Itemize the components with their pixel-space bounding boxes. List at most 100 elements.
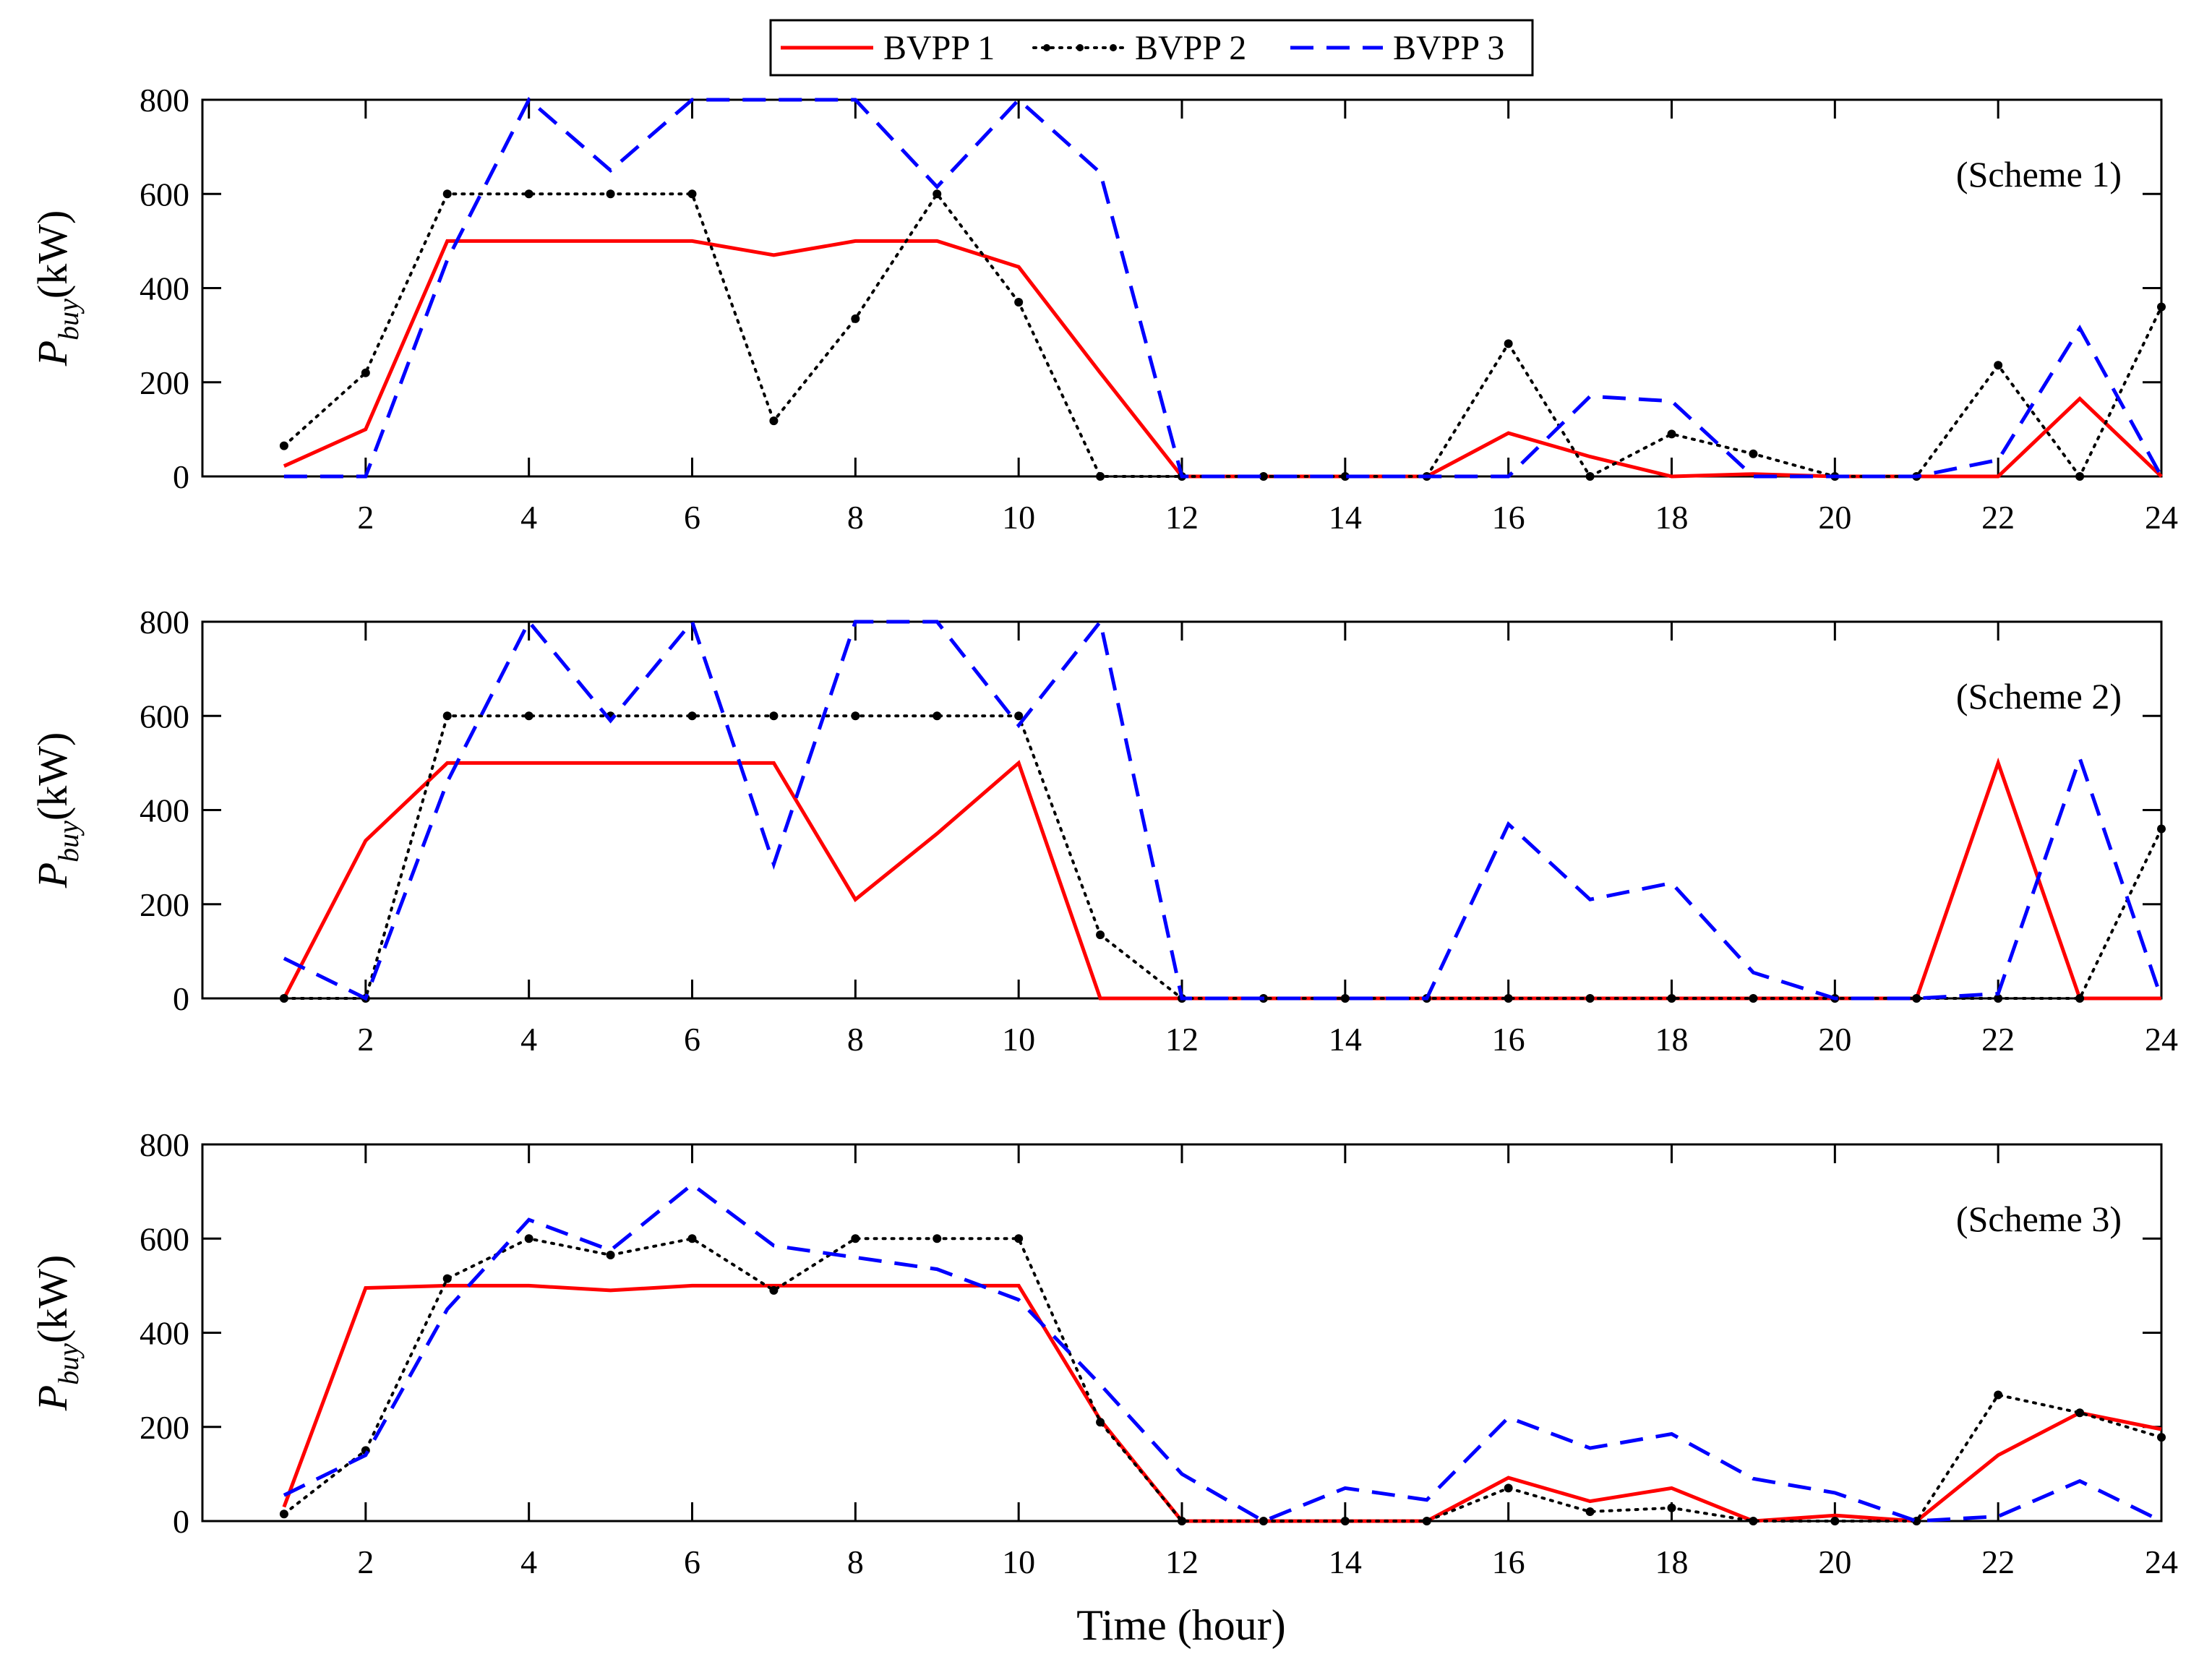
data-point-bvpp-2 — [933, 189, 942, 199]
data-point-bvpp-2 — [769, 1285, 779, 1295]
data-point-bvpp-2 — [1504, 339, 1513, 348]
scheme-label: (Scheme 2) — [1956, 676, 2122, 716]
data-point-bvpp-2 — [687, 189, 697, 199]
series-line-bvpp-2 — [282, 1237, 2163, 1523]
x-axis-label: Time (hour) — [1076, 1601, 1285, 1649]
series-line-bvpp-1 — [282, 1283, 2162, 1523]
x-tick-label: 2 — [357, 499, 374, 536]
data-point-bvpp-2 — [279, 441, 288, 450]
y-tick-label: 0 — [173, 1503, 189, 1540]
series-line-bvpp-1 — [283, 239, 2163, 479]
y-tick-label: 200 — [140, 364, 189, 401]
y-tick-label: 800 — [140, 604, 189, 641]
data-point-bvpp-2 — [524, 189, 533, 199]
x-tick-label: 6 — [684, 1543, 700, 1580]
legend-marker-bvpp-2 — [1043, 44, 1050, 51]
x-tick-label: 10 — [1002, 499, 1035, 536]
x-tick-label: 4 — [520, 499, 537, 536]
x-tick-label: 18 — [1655, 499, 1689, 536]
legend-label-bvpp-1: BVPP 1 — [883, 29, 995, 67]
legend-box — [769, 19, 1534, 77]
data-point-bvpp-2 — [1749, 449, 1758, 458]
x-tick-label: 14 — [1329, 1021, 1362, 1058]
data-point-bvpp-2 — [1340, 994, 1350, 1003]
data-point-bvpp-2 — [1259, 472, 1268, 481]
y-tick-label: 200 — [140, 1409, 189, 1446]
data-point-bvpp-2 — [279, 994, 288, 1003]
data-point-bvpp-2 — [606, 189, 615, 199]
x-tick-label: 20 — [1818, 1543, 1851, 1580]
x-tick-label: 10 — [1002, 1021, 1035, 1058]
y-tick-label: 400 — [140, 792, 189, 829]
legend-label-bvpp-2: BVPP 2 — [1135, 29, 1246, 67]
data-point-bvpp-2 — [2075, 994, 2085, 1003]
data-point-bvpp-2 — [1667, 1503, 1676, 1512]
data-point-bvpp-2 — [769, 416, 779, 426]
legend-marker-bvpp-2 — [1076, 44, 1084, 51]
data-point-bvpp-2 — [1912, 994, 1921, 1003]
data-point-bvpp-2 — [1585, 1507, 1595, 1516]
data-point-bvpp-2 — [442, 711, 452, 721]
y-tick-label: 600 — [140, 698, 189, 735]
data-point-bvpp-2 — [1178, 1517, 1186, 1525]
y-tick-label: 0 — [173, 458, 189, 495]
data-point-bvpp-2 — [1994, 1390, 2003, 1400]
x-tick-label: 20 — [1818, 499, 1851, 536]
data-point-bvpp-2 — [1340, 472, 1350, 481]
data-point-bvpp-2 — [1749, 1517, 1758, 1525]
y-axis-label: Pbuy(kW) — [29, 732, 85, 889]
y-tick-label: 0 — [173, 980, 189, 1017]
x-tick-label: 22 — [1981, 1021, 2015, 1058]
series-line-bvpp-2 — [282, 714, 2163, 1000]
data-point-bvpp-2 — [851, 711, 860, 721]
series-line-bvpp-3 — [283, 617, 2164, 1001]
x-tick-label: 2 — [357, 1543, 374, 1580]
x-tick-label: 24 — [2145, 499, 2178, 536]
data-point-bvpp-2 — [1096, 1418, 1105, 1427]
data-point-bvpp-2 — [442, 189, 452, 199]
y-axis-label: Pbuy(kW) — [29, 210, 85, 367]
data-point-bvpp-2 — [1504, 994, 1513, 1003]
y-tick-label: 400 — [140, 270, 189, 307]
x-tick-label: 6 — [684, 1021, 700, 1058]
data-point-bvpp-2 — [687, 711, 697, 721]
x-tick-label: 16 — [1492, 1543, 1525, 1580]
data-point-bvpp-2 — [851, 1234, 860, 1243]
panel-frame — [201, 98, 2163, 478]
y-tick-label: 800 — [140, 1126, 189, 1163]
legend-marker-bvpp-2 — [1110, 44, 1117, 51]
data-point-bvpp-2 — [1096, 472, 1105, 481]
data-point-bvpp-2 — [2075, 472, 2085, 481]
data-point-bvpp-2 — [361, 368, 370, 377]
data-point-bvpp-2 — [1096, 930, 1105, 940]
data-point-bvpp-2 — [1585, 994, 1595, 1003]
x-tick-label: 8 — [847, 1543, 864, 1580]
data-point-bvpp-2 — [2157, 1433, 2166, 1442]
data-point-bvpp-2 — [1830, 1517, 1840, 1525]
data-point-bvpp-2 — [1340, 1517, 1350, 1525]
x-tick-label: 10 — [1002, 1543, 1035, 1580]
x-tick-label: 24 — [2145, 1021, 2178, 1058]
x-tick-label: 18 — [1655, 1021, 1689, 1058]
x-tick-label: 12 — [1165, 499, 1199, 536]
panel-frame — [201, 620, 2163, 1000]
x-tick-label: 4 — [520, 1543, 537, 1580]
data-point-bvpp-2 — [769, 711, 779, 721]
y-axis-label: Pbuy(kW) — [29, 1255, 85, 1412]
y-tick-label: 600 — [140, 176, 189, 213]
x-tick-label: 8 — [847, 499, 864, 536]
data-point-bvpp-2 — [933, 711, 942, 721]
data-point-bvpp-2 — [524, 1234, 533, 1243]
series-line-bvpp-2 — [282, 191, 2163, 479]
scheme-label: (Scheme 3) — [1956, 1199, 2122, 1239]
data-point-bvpp-2 — [1994, 994, 2003, 1003]
x-tick-label: 22 — [1981, 1543, 2015, 1580]
data-point-bvpp-2 — [524, 711, 533, 721]
data-point-bvpp-2 — [1667, 994, 1676, 1003]
data-point-bvpp-2 — [2075, 1408, 2085, 1418]
